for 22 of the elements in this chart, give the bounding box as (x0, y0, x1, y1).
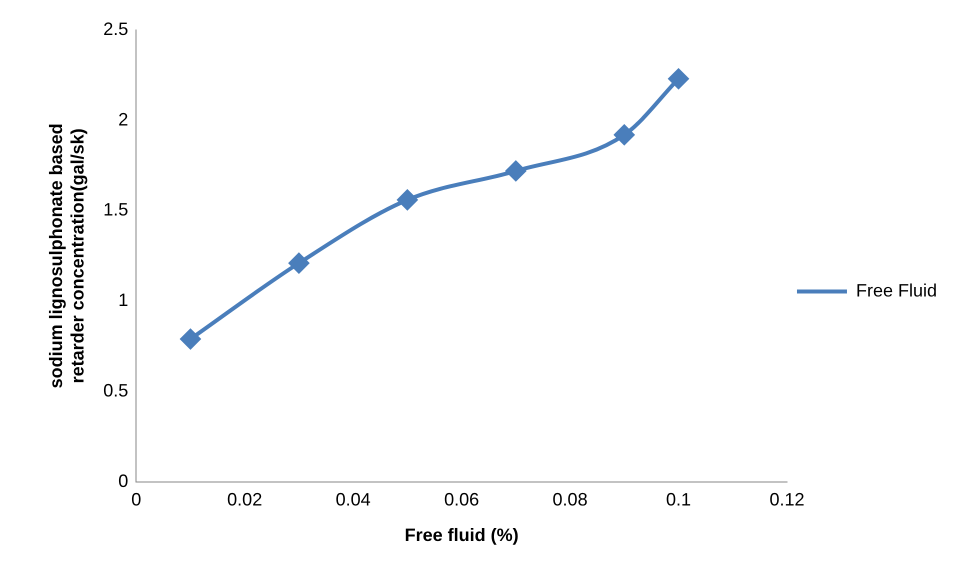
y-tick-label: 0 (118, 470, 128, 491)
point (668, 68, 689, 89)
point (506, 160, 526, 181)
y-tick-label: 0.5 (103, 380, 128, 400)
point (288, 253, 309, 274)
x-tick-label: 0.02 (227, 490, 262, 510)
x-tick-label: 0.04 (336, 490, 371, 510)
point (614, 124, 634, 145)
y-tick-label: 1 (118, 290, 128, 310)
legend-label: Free Fluid (856, 280, 938, 300)
x-tick-label: 0 (131, 490, 142, 510)
y-tick-label: 2.5 (103, 18, 128, 39)
y-tick-label: 2 (118, 109, 128, 130)
x-tick-label: 0.1 (666, 490, 692, 510)
point (180, 329, 200, 350)
point (397, 190, 418, 210)
y-axis-title: sodium lignosulphonate based retarder concentration(gal/sk) (46, 123, 88, 388)
x-axis-title: Free fluid (%) (404, 525, 519, 546)
x-tick-label: 0.08 (552, 490, 588, 510)
x-tick-label: 0.06 (444, 490, 480, 510)
x-tick-label: 0.12 (769, 490, 804, 510)
y-tick-label: 1.5 (103, 200, 128, 220)
